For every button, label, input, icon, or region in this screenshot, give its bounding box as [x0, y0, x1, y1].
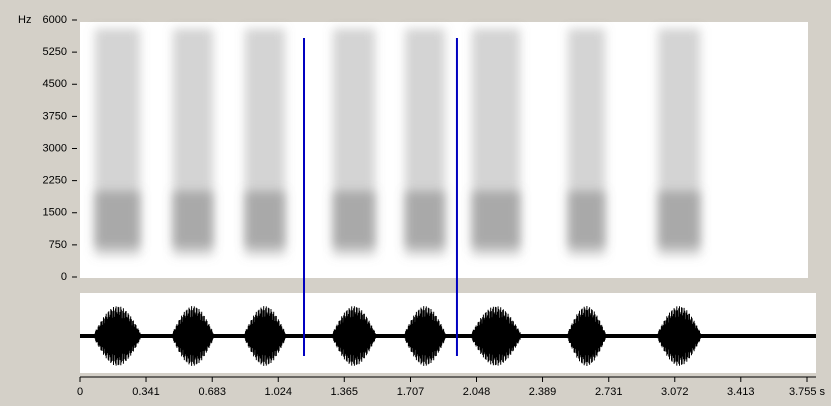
formant-band — [568, 191, 606, 248]
y-tick-label: 2250 — [43, 175, 67, 187]
formant-band — [244, 191, 286, 248]
x-tick-label: 3.413 — [727, 386, 755, 398]
formant-band — [658, 191, 701, 248]
spectrogram — [94, 28, 701, 256]
x-tick-label: 1.365 — [331, 386, 359, 398]
waveform-burst — [94, 306, 141, 366]
x-tick-label: 1.024 — [264, 386, 292, 398]
y-tick-label: 750 — [49, 239, 67, 251]
x-tick-label: 0.683 — [198, 386, 226, 398]
x-tick-label: 2.389 — [529, 386, 557, 398]
formant-band — [172, 191, 214, 248]
x-tick-label: 2.731 — [595, 386, 623, 398]
waveform-burst — [244, 306, 286, 366]
x-tick-label: 3.072 — [661, 386, 689, 398]
formant-band — [472, 191, 521, 248]
y-tick-label: 6000 — [43, 14, 67, 26]
formant-band — [405, 191, 445, 248]
waveform-burst — [471, 306, 521, 366]
waveform-burst — [172, 306, 214, 366]
y-tick-label: 1500 — [43, 207, 67, 219]
x-tick-label: 3.755 s — [789, 386, 826, 398]
noise-floor — [80, 334, 816, 338]
waveform — [80, 305, 816, 367]
x-tick-label: 2.048 — [463, 386, 491, 398]
x-tick-label: 0.341 — [132, 386, 160, 398]
x-tick-label: 0 — [77, 386, 83, 398]
formant-band — [94, 191, 141, 248]
y-tick-label: 5250 — [43, 46, 67, 58]
x-tick-label: 1.707 — [397, 386, 425, 398]
waveform-burst — [657, 306, 701, 366]
y-tick-label: 0 — [61, 271, 67, 283]
y-tick-label: 3000 — [43, 142, 67, 154]
y-tick-label: 4500 — [43, 78, 67, 90]
waveform-burst — [567, 305, 606, 367]
waveform-burst — [404, 306, 446, 366]
waveform-burst — [332, 306, 376, 366]
y-tick-label: 3750 — [43, 110, 67, 122]
y-axis-label: Hz — [18, 14, 31, 26]
formant-band — [333, 191, 376, 248]
